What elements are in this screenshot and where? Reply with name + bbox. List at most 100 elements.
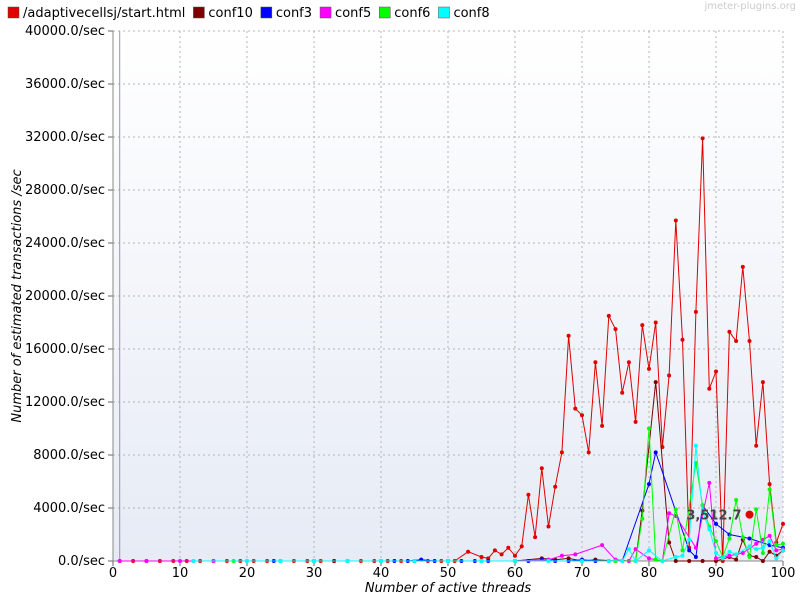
data-point bbox=[767, 539, 772, 544]
data-point bbox=[740, 551, 745, 556]
data-point bbox=[117, 559, 122, 563]
data-point bbox=[573, 406, 578, 411]
data-point bbox=[626, 547, 631, 552]
data-point bbox=[727, 329, 732, 334]
data-point bbox=[660, 559, 665, 563]
data-point bbox=[747, 555, 752, 560]
data-point bbox=[747, 339, 752, 344]
data-point bbox=[754, 443, 759, 448]
data-point bbox=[693, 309, 698, 314]
legend-label: conf6 bbox=[394, 6, 430, 21]
data-point bbox=[647, 548, 651, 553]
x-tick-label: 80 bbox=[641, 566, 658, 581]
legend-label: /adaptivecellsj/start.html bbox=[23, 6, 185, 21]
legend-swatch bbox=[260, 6, 273, 19]
data-point bbox=[345, 559, 350, 563]
data-point bbox=[606, 313, 611, 318]
data-point bbox=[760, 559, 765, 563]
x-tick-label: 90 bbox=[708, 566, 725, 581]
data-point bbox=[526, 492, 531, 497]
y-tick-label: 32000.0/sec bbox=[25, 130, 105, 145]
data-point bbox=[673, 555, 678, 560]
data-point bbox=[647, 426, 651, 431]
axes: 0.0/sec 4000.0/sec 8000.0/sec 12000.0/sec 16… bbox=[25, 24, 795, 581]
data-point bbox=[700, 136, 705, 141]
data-point bbox=[606, 559, 611, 563]
data-point bbox=[714, 551, 718, 556]
legend-swatch bbox=[379, 6, 391, 19]
data-point bbox=[479, 555, 484, 560]
y-tick-label: 20000.0/sec bbox=[25, 289, 105, 304]
legend-item-3[interactable]: conf3 bbox=[260, 6, 312, 21]
y-tick-label: 36000.0/sec bbox=[25, 77, 105, 92]
y-tick-label: 24000.0/sec bbox=[25, 236, 105, 251]
legend-label: conf3 bbox=[276, 6, 312, 21]
data-point bbox=[513, 559, 517, 563]
data-point bbox=[620, 559, 625, 563]
data-point bbox=[687, 548, 692, 553]
legend-item-6[interactable]: conf8 bbox=[438, 6, 490, 21]
data-point bbox=[600, 543, 605, 548]
data-point bbox=[687, 559, 692, 563]
watermark: jmeter-plugins.org bbox=[703, 1, 796, 12]
data-point bbox=[506, 545, 511, 550]
y-tick-label: 16000.0/sec bbox=[25, 342, 105, 357]
data-point bbox=[640, 516, 645, 521]
data-point bbox=[707, 480, 712, 485]
data-point bbox=[767, 487, 772, 492]
data-point bbox=[667, 540, 672, 545]
data-point bbox=[647, 556, 651, 561]
data-point bbox=[680, 548, 685, 553]
y-tick-label: 4000.0/sec bbox=[33, 501, 105, 516]
series-layer bbox=[117, 136, 785, 563]
data-point bbox=[707, 386, 712, 391]
data-point bbox=[667, 373, 672, 378]
data-point bbox=[747, 536, 752, 541]
data-point bbox=[754, 541, 759, 546]
data-point bbox=[593, 360, 598, 365]
data-point bbox=[754, 547, 759, 552]
data-point bbox=[640, 323, 645, 328]
data-point bbox=[613, 327, 618, 332]
data-point bbox=[687, 537, 692, 542]
highlight-point bbox=[745, 510, 754, 519]
x-tick-label: 20 bbox=[239, 566, 256, 581]
data-point bbox=[774, 556, 779, 561]
data-point bbox=[667, 511, 672, 516]
data-point bbox=[633, 419, 638, 424]
data-point bbox=[767, 533, 772, 538]
data-point bbox=[499, 552, 504, 557]
legend-item-5[interactable]: conf6 bbox=[379, 6, 430, 21]
data-point bbox=[727, 549, 732, 554]
legend-item-4[interactable]: conf5 bbox=[319, 6, 371, 21]
data-point bbox=[412, 559, 417, 563]
legend-item-1[interactable]: /adaptivecellsj/start.html bbox=[7, 6, 185, 21]
legend-swatch bbox=[193, 6, 205, 19]
labels-layer: 3,512.7 bbox=[686, 509, 754, 524]
data-point bbox=[519, 544, 524, 549]
data-point bbox=[626, 360, 631, 365]
data-point bbox=[446, 559, 450, 563]
legend-item-2[interactable]: conf10 bbox=[193, 6, 253, 21]
data-point bbox=[693, 443, 698, 448]
data-point bbox=[740, 535, 745, 540]
data-point bbox=[566, 333, 571, 338]
x-tick-label: 50 bbox=[440, 566, 457, 581]
highlight-value-label: 3,512.7 bbox=[686, 509, 741, 524]
x-tick-label: 100 bbox=[771, 566, 796, 581]
data-point bbox=[734, 339, 739, 344]
y-tick-label: 28000.0/sec bbox=[25, 183, 105, 198]
x-tick-label: 30 bbox=[306, 566, 323, 581]
y-tick-label: 0.0/sec bbox=[58, 554, 105, 569]
data-point bbox=[734, 557, 739, 562]
x-tick-label: 40 bbox=[373, 566, 390, 581]
data-point bbox=[680, 337, 685, 342]
data-point bbox=[727, 553, 732, 558]
data-point bbox=[781, 548, 785, 553]
legend-swatch bbox=[319, 6, 332, 19]
data-point bbox=[647, 482, 651, 487]
data-point bbox=[700, 509, 705, 514]
data-point bbox=[781, 521, 785, 526]
